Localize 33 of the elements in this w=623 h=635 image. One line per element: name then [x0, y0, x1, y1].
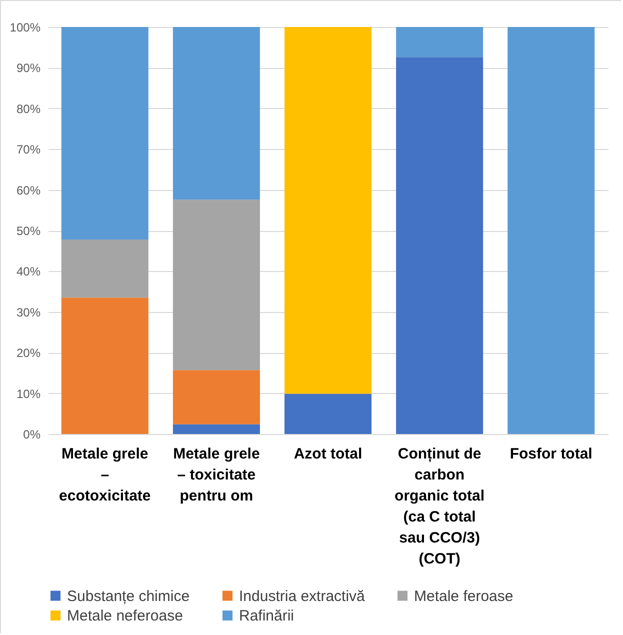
- bar: [396, 27, 484, 58]
- y-tick-label: 50%: [16, 224, 41, 238]
- legend-label: Substanțe chimice: [67, 588, 190, 605]
- bar: [172, 27, 260, 200]
- y-tick-label: 20%: [16, 346, 41, 360]
- x-tick-label: Metale grele – ecotoxicitate: [59, 446, 151, 504]
- bar: [284, 27, 372, 394]
- y-tick-label: 80%: [16, 102, 41, 116]
- legend-label: Rafinării: [239, 608, 294, 624]
- x-tick-label: Azot total: [294, 446, 362, 462]
- y-tick-label: 100%: [10, 20, 41, 34]
- y-tick-label: 90%: [16, 61, 41, 76]
- legend-label: Industria extractivă: [239, 588, 366, 605]
- y-tick-label: 40%: [16, 264, 41, 279]
- legend-label: Metale neferoase: [67, 608, 183, 624]
- bar: [172, 424, 260, 434]
- bar: [61, 27, 148, 240]
- y-tick-label: 0%: [23, 428, 41, 442]
- bar: [396, 57, 484, 434]
- y-tick-label: 70%: [16, 142, 41, 157]
- bar: [508, 27, 595, 434]
- bar: [61, 298, 148, 434]
- y-tick-label: 10%: [16, 386, 41, 401]
- bar: [172, 370, 260, 424]
- x-tick-label: Metale grele – toxicitate pentru om: [173, 446, 260, 504]
- bar: [61, 239, 148, 298]
- x-tick-label: Fosfor total: [510, 446, 592, 462]
- bar: [284, 394, 372, 434]
- x-tick-label: Conținut de carbon organic total (ca C total sau CCO/3) (COT): [394, 446, 485, 568]
- bar: [172, 200, 260, 370]
- y-tick-label: 60%: [16, 183, 41, 198]
- legend-label: Metale feroase: [414, 588, 514, 605]
- y-tick-label: 30%: [16, 305, 41, 320]
